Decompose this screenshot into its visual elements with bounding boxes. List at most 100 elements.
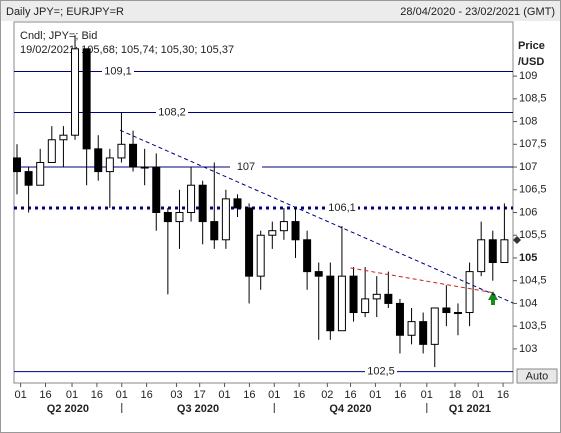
- trend-line: [119, 129, 514, 304]
- candle-body: [233, 198, 242, 209]
- y-tick-label: 104,5: [519, 275, 547, 287]
- candle-body: [210, 221, 219, 241]
- x-tick-label: 01: [15, 389, 27, 401]
- level-label-bg: [156, 106, 188, 119]
- x-tick-label: 01: [116, 389, 128, 401]
- last-price-marker: [513, 236, 521, 244]
- x-tick-label: 02: [321, 389, 333, 401]
- level-label-bg: [326, 201, 358, 214]
- candle-body: [13, 157, 21, 173]
- x-tick-label: 16: [91, 389, 103, 401]
- plot-area: [13, 21, 514, 384]
- arrow-icon: [488, 291, 498, 305]
- candle-body: [465, 271, 474, 314]
- y-tick-label: 105: [519, 252, 537, 264]
- candle-body: [395, 302, 404, 336]
- candle-body: [187, 184, 196, 214]
- candle-body: [372, 293, 381, 300]
- candle-body: [71, 48, 80, 136]
- legend-line: Cndl; JPY=; Bid: [20, 30, 97, 42]
- x-tick-label: 01: [472, 389, 484, 401]
- candle-body: [488, 239, 497, 264]
- candle-body: [82, 48, 91, 150]
- candle-body: [140, 166, 149, 169]
- auto-button[interactable]: Auto: [516, 368, 558, 384]
- candle-body: [152, 166, 161, 214]
- x-tick-label: 16: [344, 389, 356, 401]
- quarter-label: Q2 2020: [47, 403, 89, 415]
- level-label-bg: [230, 161, 262, 174]
- level-label: 106,1: [328, 202, 356, 214]
- level-label: 102,5: [367, 366, 395, 378]
- candle-body: [477, 239, 486, 273]
- x-tick-label: 18: [449, 389, 461, 401]
- y-tick-label: 107: [519, 161, 537, 173]
- candle-body: [303, 239, 312, 273]
- x-tick-label: 16: [243, 389, 255, 401]
- candle-body: [384, 293, 393, 304]
- level-label-bg: [365, 365, 397, 378]
- candle-body: [291, 221, 300, 241]
- y-tick-label: 108,5: [519, 93, 547, 105]
- x-tick-label: 01: [66, 389, 78, 401]
- candle-body: [221, 198, 230, 241]
- legend-line: 19/02/2021; 105,68; 105,74; 105,30; 105,…: [20, 44, 234, 56]
- candle-body: [430, 307, 439, 345]
- y-tick-label: 103: [519, 343, 537, 355]
- y-axis-title: Price: [518, 40, 545, 52]
- candle-body: [268, 230, 277, 236]
- candle-body: [314, 271, 323, 277]
- candle-body: [105, 157, 114, 173]
- x-tick-label: 01: [268, 389, 280, 401]
- candle-body: [59, 134, 68, 141]
- quarter-label: Q3 2020: [177, 403, 219, 415]
- x-tick-label: 01: [421, 389, 433, 401]
- candle-body: [36, 161, 45, 186]
- candle-body: [349, 275, 358, 314]
- candle-body: [94, 148, 103, 173]
- candle-body: [279, 221, 288, 232]
- y-tick-label: 105,5: [519, 229, 547, 241]
- y-tick-label: 108: [519, 115, 537, 127]
- chart-title: Daily JPY=; EURJPY=R: [6, 6, 124, 18]
- candle-body: [117, 143, 126, 159]
- candle-body: [442, 307, 451, 314]
- quarter-label: Q1 2021: [449, 403, 491, 415]
- y-tick-label: 109: [519, 70, 537, 82]
- x-tick-label: 01: [369, 389, 381, 401]
- candle-body: [326, 275, 335, 332]
- x-tick-label: 03: [170, 389, 182, 401]
- candle-body: [198, 184, 207, 223]
- x-tick-label: 01: [218, 389, 230, 401]
- candle-body: [361, 298, 370, 314]
- candle-body: [453, 312, 462, 315]
- candle-body: [245, 207, 254, 277]
- button-box[interactable]: [516, 368, 558, 384]
- y-axis-title: /USD: [518, 56, 544, 68]
- x-tick-label: 16: [394, 389, 406, 401]
- candle-body: [407, 321, 416, 336]
- level-label: 108,2: [158, 106, 186, 118]
- x-tick-label: 16: [293, 389, 305, 401]
- x-tick-label: 16: [39, 389, 51, 401]
- candle-body: [129, 143, 138, 168]
- x-tick-label: 17: [194, 389, 206, 401]
- y-tick-label: 104: [519, 297, 537, 309]
- candle-body: [337, 275, 346, 332]
- y-tick-label: 106,5: [519, 184, 547, 196]
- candle-body: [175, 212, 184, 223]
- x-tick-label: 16: [497, 389, 509, 401]
- y-tick-label: 107,5: [519, 138, 547, 150]
- y-tick-label: 103,5: [519, 320, 547, 332]
- button-label[interactable]: Auto: [526, 370, 549, 382]
- candle-body: [500, 239, 509, 264]
- date-range: 28/04/2020 - 23/02/2021 (GMT): [400, 6, 555, 18]
- candle-body: [24, 171, 33, 186]
- candle-body: [163, 212, 172, 223]
- candle-body: [256, 234, 265, 277]
- level-label-bg: [102, 65, 134, 78]
- y-tick-label: 106: [519, 206, 537, 218]
- level-label: 107: [237, 161, 255, 173]
- candle-body: [47, 139, 56, 163]
